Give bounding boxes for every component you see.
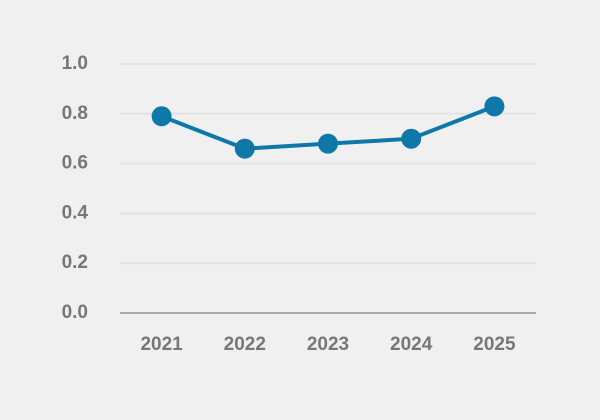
point [318,133,338,154]
x-tick-label: 2021 [140,334,183,355]
point [484,96,505,117]
y-tick-label: 0.4 [62,202,89,223]
y-tick-label: 0.0 [62,302,88,323]
x-tick-label: 2022 [224,334,266,355]
y-tick-label: 1.0 [62,53,88,74]
point [234,138,255,159]
x-tick-label: 2024 [390,334,433,355]
point [151,106,172,127]
y-tick-label: 0.2 [62,252,88,273]
y-tick-label: 0.6 [62,153,88,174]
point [401,128,422,149]
y-tick-label: 0.8 [62,103,88,124]
x-tick-label: 2023 [307,334,349,355]
x-tick-label: 2025 [473,334,516,355]
